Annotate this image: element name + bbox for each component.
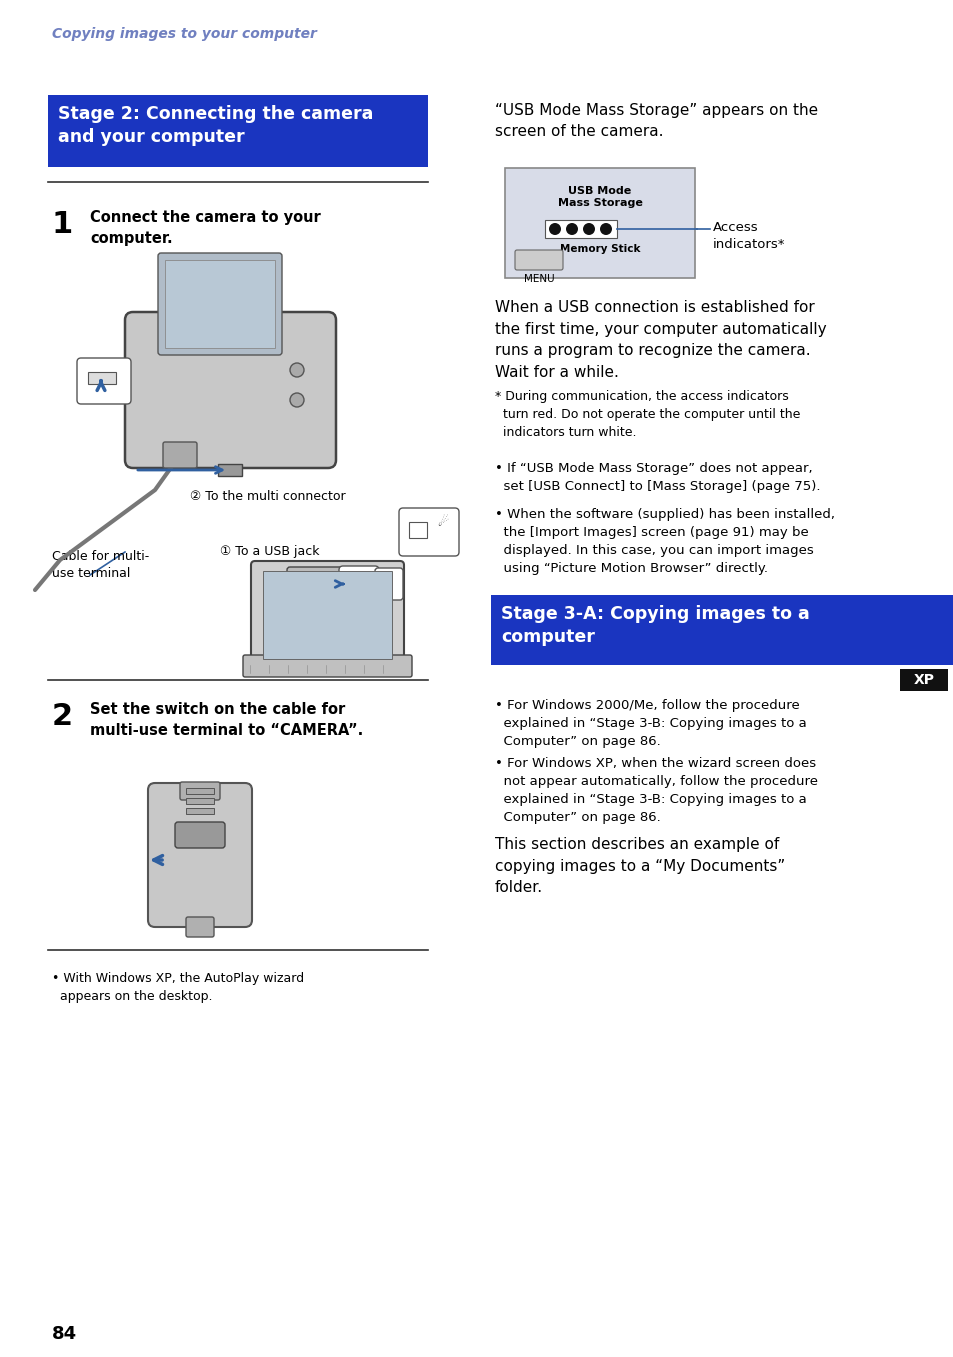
Text: ① To a USB jack: ① To a USB jack — [220, 546, 319, 558]
FancyBboxPatch shape — [243, 655, 412, 677]
FancyBboxPatch shape — [375, 569, 402, 600]
FancyBboxPatch shape — [180, 782, 220, 801]
Bar — [491, 594, 953, 665]
Circle shape — [290, 364, 304, 377]
Text: Connect the camera to your
computer.: Connect the camera to your computer. — [90, 210, 320, 246]
Text: MENU: MENU — [523, 274, 554, 284]
Text: • When the software (supplied) has been installed,
  the [Import Images] screen : • When the software (supplied) has been … — [495, 508, 834, 575]
Text: Copying images to your computer: Copying images to your computer — [52, 27, 316, 41]
FancyBboxPatch shape — [148, 783, 252, 927]
Circle shape — [599, 223, 612, 235]
Text: 2: 2 — [52, 702, 73, 731]
FancyBboxPatch shape — [77, 358, 131, 404]
Text: DISP SEL: DISP SEL — [178, 848, 224, 858]
Text: 1: 1 — [52, 210, 73, 239]
Text: XP: XP — [913, 673, 934, 687]
Circle shape — [565, 223, 578, 235]
Text: Stage 3-A: Copying images to a
computer: Stage 3-A: Copying images to a computer — [500, 605, 809, 646]
Text: Set the switch on the cable for
multi-use terminal to “CAMERA”.: Set the switch on the cable for multi-us… — [90, 702, 363, 738]
Bar — [544, 220, 617, 237]
Text: CAMERA  TV: CAMERA TV — [170, 832, 233, 841]
FancyBboxPatch shape — [251, 560, 403, 669]
Text: USB Mode
Mass Storage: USB Mode Mass Storage — [557, 186, 641, 209]
Text: This section describes an example of
copying images to a “My Documents”
folder.: This section describes an example of cop… — [495, 837, 784, 896]
Text: When a USB connection is established for
the first time, your computer automatic: When a USB connection is established for… — [495, 300, 825, 380]
FancyBboxPatch shape — [163, 442, 196, 468]
FancyBboxPatch shape — [186, 917, 213, 936]
Bar — [263, 571, 392, 660]
Circle shape — [548, 223, 560, 235]
Bar — [409, 522, 427, 537]
Text: ② To the multi connector: ② To the multi connector — [190, 490, 345, 503]
Text: Memory Stick: Memory Stick — [559, 244, 639, 254]
Text: ☄: ☄ — [384, 575, 393, 586]
FancyBboxPatch shape — [515, 250, 562, 270]
FancyBboxPatch shape — [398, 508, 458, 556]
Text: 84: 84 — [52, 1324, 77, 1343]
Text: Access
indicators*: Access indicators* — [712, 221, 784, 251]
Text: “USB Mode Mass Storage” appears on the
screen of the camera.: “USB Mode Mass Storage” appears on the s… — [495, 103, 818, 138]
FancyBboxPatch shape — [174, 822, 225, 848]
Bar — [186, 788, 213, 794]
FancyBboxPatch shape — [125, 312, 335, 468]
Bar — [899, 669, 947, 691]
Text: ☄: ☄ — [436, 516, 448, 529]
Text: Cable for multi-
use terminal: Cable for multi- use terminal — [52, 550, 149, 579]
Circle shape — [290, 394, 304, 407]
FancyBboxPatch shape — [338, 566, 378, 603]
FancyBboxPatch shape — [287, 567, 343, 603]
Bar — [218, 464, 242, 476]
Text: • If “USB Mode Mass Storage” does not appear,
  set [USB Connect] to [Mass Stora: • If “USB Mode Mass Storage” does not ap… — [495, 461, 820, 493]
Bar — [504, 168, 695, 278]
Text: • For Windows 2000/Me, follow the procedure
  explained in “Stage 3-B: Copying i: • For Windows 2000/Me, follow the proced… — [495, 699, 806, 748]
Text: ★: ★ — [352, 574, 363, 588]
FancyBboxPatch shape — [158, 252, 282, 356]
Bar — [186, 807, 213, 814]
Text: • With Windows XP, the AutoPlay wizard
  appears on the desktop.: • With Windows XP, the AutoPlay wizard a… — [52, 972, 304, 1003]
Bar — [186, 798, 213, 803]
Bar — [48, 95, 428, 167]
Text: Stage 2: Connecting the camera
and your computer: Stage 2: Connecting the camera and your … — [58, 104, 373, 147]
Bar — [165, 261, 274, 347]
Circle shape — [582, 223, 595, 235]
Text: * During communication, the access indicators
  turn red. Do not operate the com: * During communication, the access indic… — [495, 389, 800, 440]
Bar — [88, 372, 116, 384]
Text: • For Windows XP, when the wizard screen does
  not appear automatically, follow: • For Windows XP, when the wizard screen… — [495, 757, 817, 824]
